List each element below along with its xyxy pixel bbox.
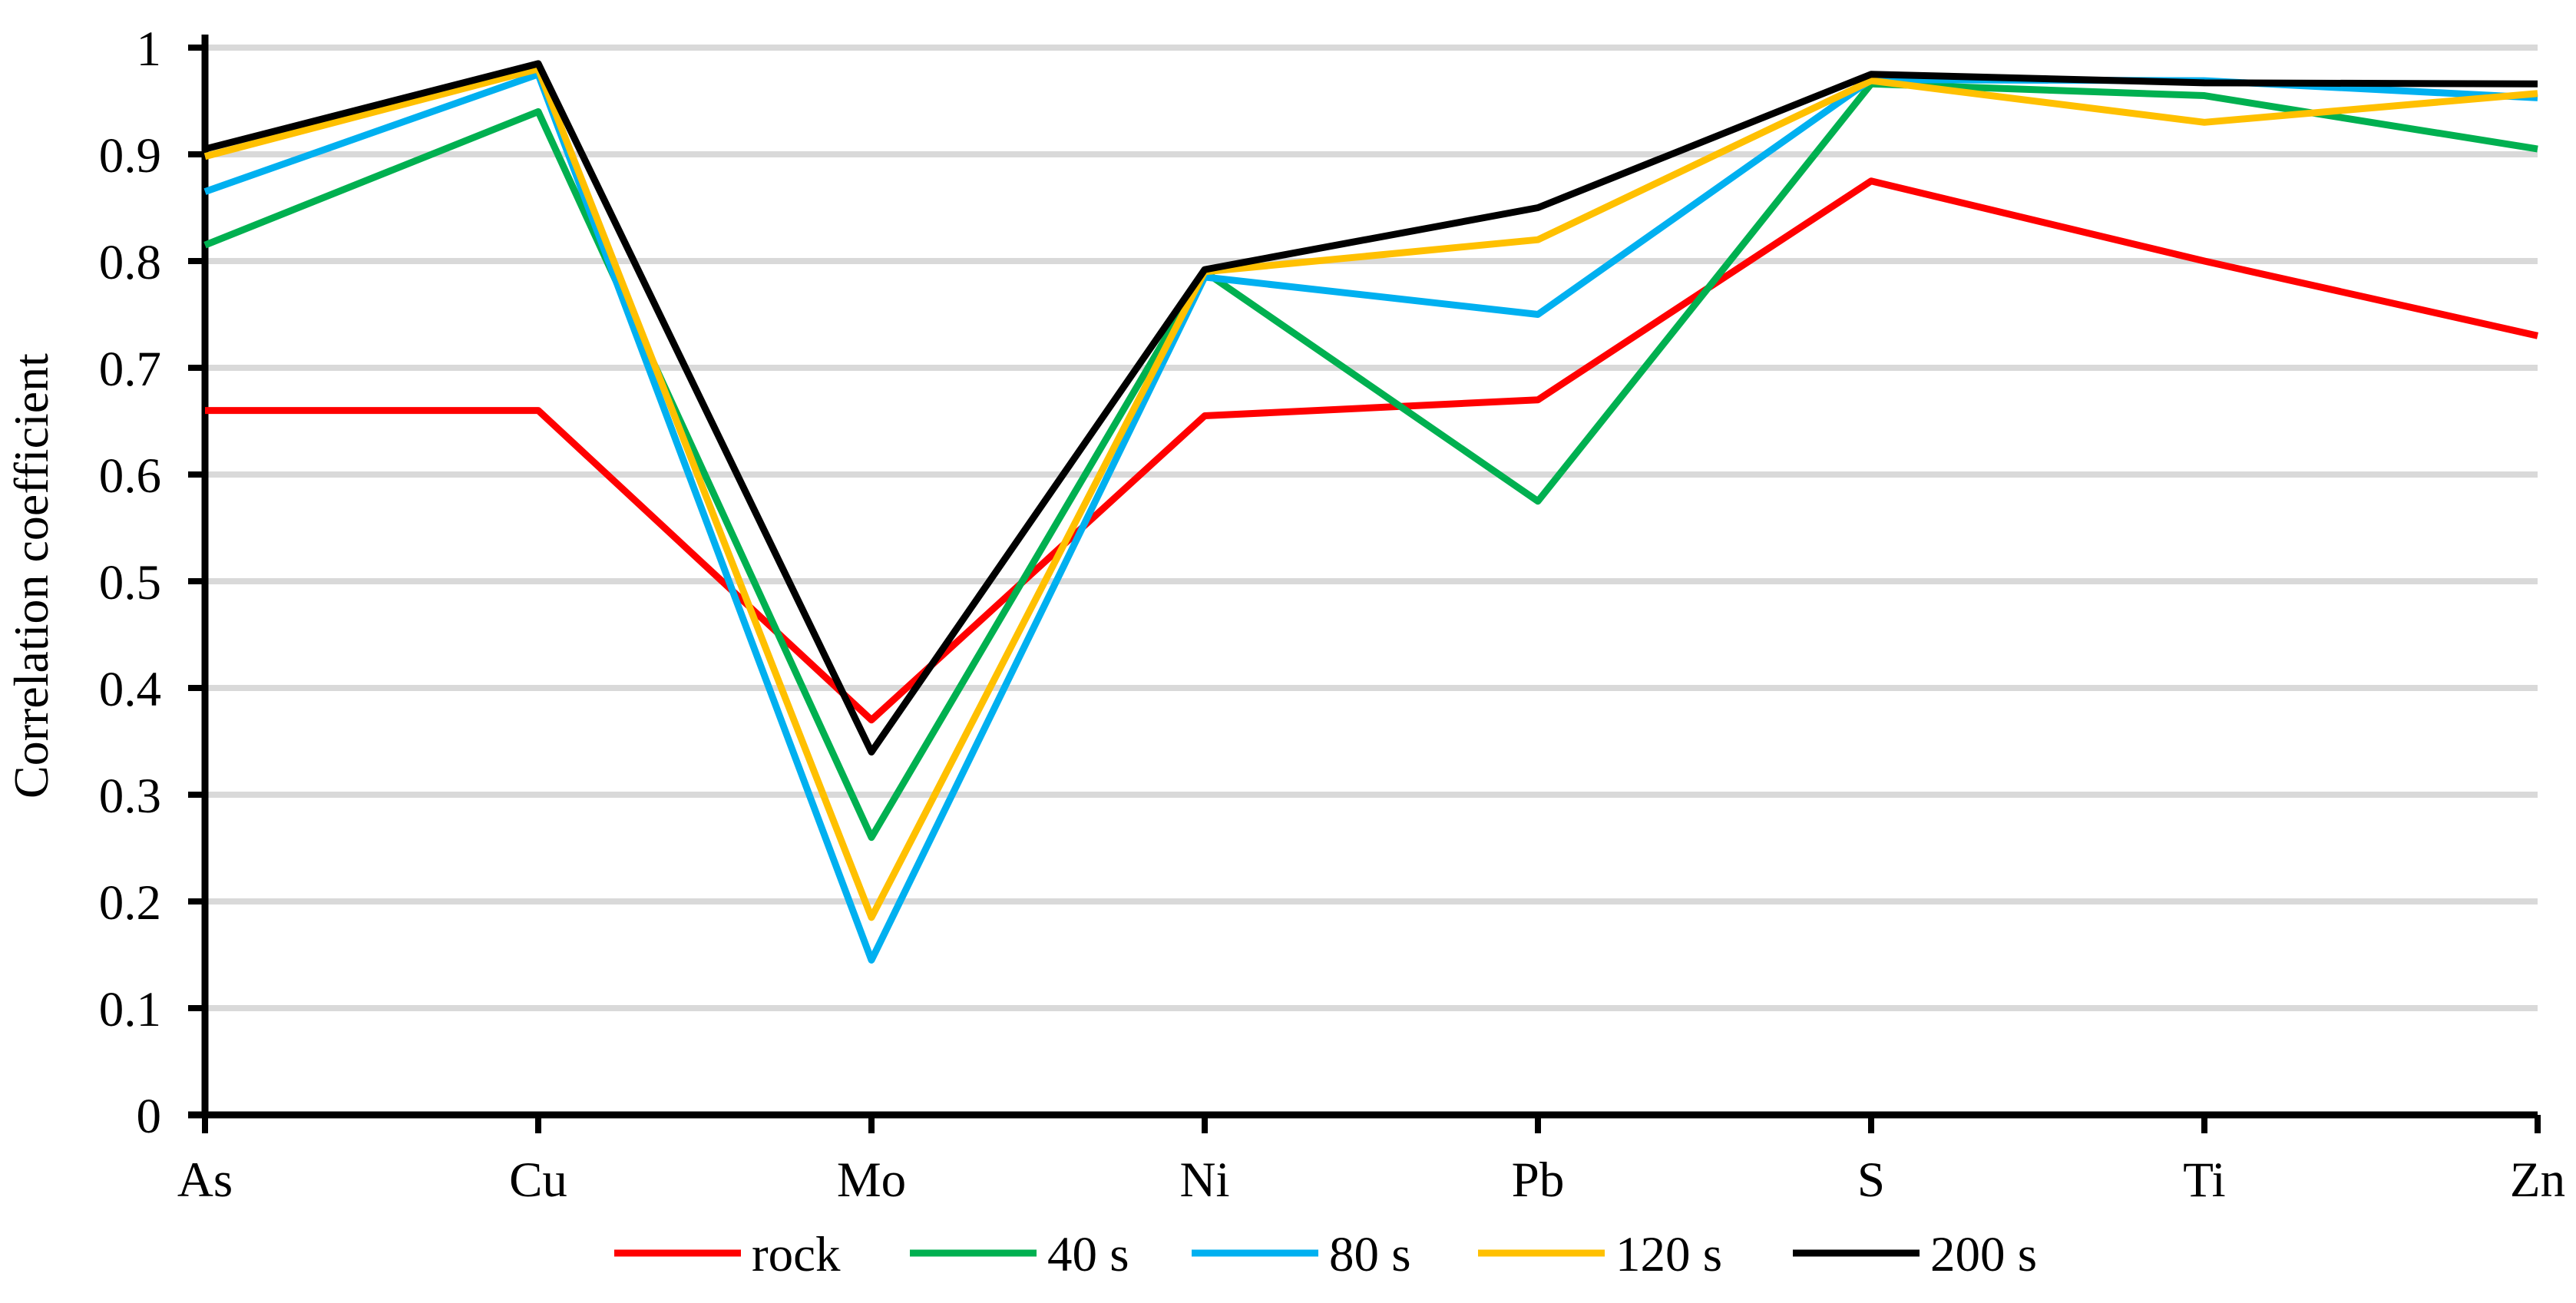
x-category-labels: As Cu Mo Ni Pb S Ti Zn bbox=[177, 1153, 2565, 1208]
y-tick-label: 0.5 bbox=[99, 555, 161, 610]
x-category-label: As bbox=[177, 1153, 233, 1208]
series-line-80-s bbox=[203, 71, 2538, 964]
legend-label: 80 s bbox=[1329, 1227, 1411, 1282]
series-line-rock bbox=[205, 177, 2538, 724]
legend: rock 40 s 80 s 120 s 200 s bbox=[614, 1227, 2037, 1282]
y-tick-label: 0.8 bbox=[99, 235, 161, 290]
y-tick-label: 0.3 bbox=[99, 769, 161, 824]
series-line-40-s bbox=[203, 80, 2538, 842]
y-axis-title: Correlation coefficient bbox=[4, 353, 58, 799]
y-tick-label: 0.4 bbox=[99, 662, 161, 717]
y-tick-label: 1 bbox=[137, 21, 162, 77]
legend-item-200-s: 200 s bbox=[1793, 1227, 2037, 1282]
legend-item-80-s: 80 s bbox=[1192, 1227, 1411, 1282]
x-category-label: Cu bbox=[509, 1153, 567, 1208]
x-category-label: Mo bbox=[837, 1153, 906, 1208]
legend-label: 40 s bbox=[1047, 1227, 1129, 1282]
y-tick-label: 0.6 bbox=[99, 448, 161, 504]
legend-item-120-s: 120 s bbox=[1478, 1227, 1722, 1282]
y-tick-label: 0.1 bbox=[99, 982, 161, 1037]
x-category-label: S bbox=[1857, 1153, 1885, 1208]
y-tick-label: 0 bbox=[137, 1089, 162, 1144]
x-category-label: Ni bbox=[1180, 1153, 1230, 1208]
x-category-label: Pb bbox=[1512, 1153, 1565, 1208]
y-tick-label: 0.7 bbox=[99, 342, 161, 397]
axes bbox=[188, 35, 2541, 1133]
y-tick-labels: 0 0.1 0.2 0.3 0.4 0.5 0.6 0.7 0.8 0.9 1 bbox=[99, 21, 161, 1144]
gridlines bbox=[208, 45, 2538, 1011]
legend-label: 200 s bbox=[1930, 1227, 2037, 1282]
legend-label: rock bbox=[752, 1227, 841, 1282]
legend-label: 120 s bbox=[1615, 1227, 1722, 1282]
legend-item-40-s: 40 s bbox=[910, 1227, 1129, 1282]
series-line-120-s bbox=[203, 65, 2538, 921]
y-tick-label: 0.2 bbox=[99, 875, 161, 931]
y-tick-label: 0.9 bbox=[99, 128, 161, 184]
series-lines bbox=[203, 60, 2538, 964]
legend-item-rock: rock bbox=[614, 1227, 841, 1282]
x-category-label: Zn bbox=[2510, 1153, 2565, 1208]
x-category-label: Ti bbox=[2183, 1153, 2225, 1208]
series-line-200-s bbox=[203, 60, 2538, 756]
